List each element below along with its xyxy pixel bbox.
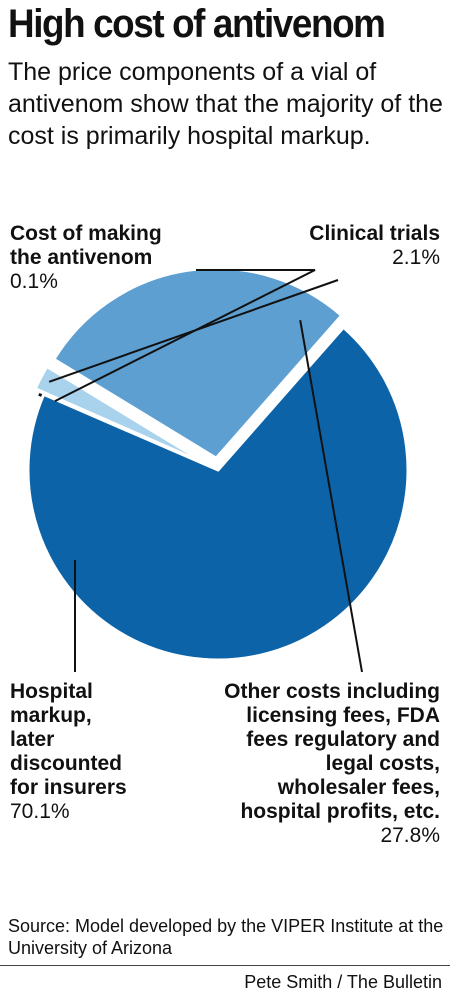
pie-slice-clinical-trials bbox=[33, 364, 210, 467]
pie-slice-other-costs bbox=[51, 266, 344, 461]
leader-line-cost-of-making bbox=[54, 269, 316, 403]
slice-name-cost-of-making: Cost of making the antivenom bbox=[10, 222, 162, 269]
slice-name-clinical-trials: Clinical trials bbox=[309, 222, 440, 245]
slice-name-hospital-markup: Hospital markup, later discounted for in… bbox=[10, 680, 127, 799]
credit-line: Pete Smith / The Bulletin bbox=[244, 972, 442, 992]
slice-label-other-costs: Other costs including licensing fees, FD… bbox=[224, 680, 440, 848]
leader-line-clinical-trials bbox=[48, 279, 339, 383]
pie-slice-hospital-markup bbox=[26, 325, 410, 662]
footer-divider bbox=[0, 965, 450, 966]
slice-value-hospital-markup: 70.1% bbox=[10, 800, 70, 823]
slice-value-cost-of-making: 0.1% bbox=[10, 270, 58, 293]
slice-label-cost-of-making: Cost of making the antivenom 0.1% bbox=[10, 222, 162, 294]
slice-label-clinical-trials: Clinical trials 2.1% bbox=[309, 222, 440, 270]
slice-value-other-costs: 27.8% bbox=[380, 824, 440, 847]
leader-line-other-costs bbox=[299, 320, 363, 673]
slice-value-clinical-trials: 2.1% bbox=[392, 246, 440, 269]
chart-title: High cost of antivenom bbox=[8, 2, 386, 46]
slice-label-hospital-markup: Hospital markup, later discounted for in… bbox=[10, 680, 127, 824]
chart-subtitle: The price components of a vial of antive… bbox=[8, 58, 443, 150]
slice-name-other-costs: Other costs including licensing fees, FD… bbox=[224, 680, 440, 823]
source-note: Source: Model developed by the VIPER Ins… bbox=[8, 916, 444, 958]
